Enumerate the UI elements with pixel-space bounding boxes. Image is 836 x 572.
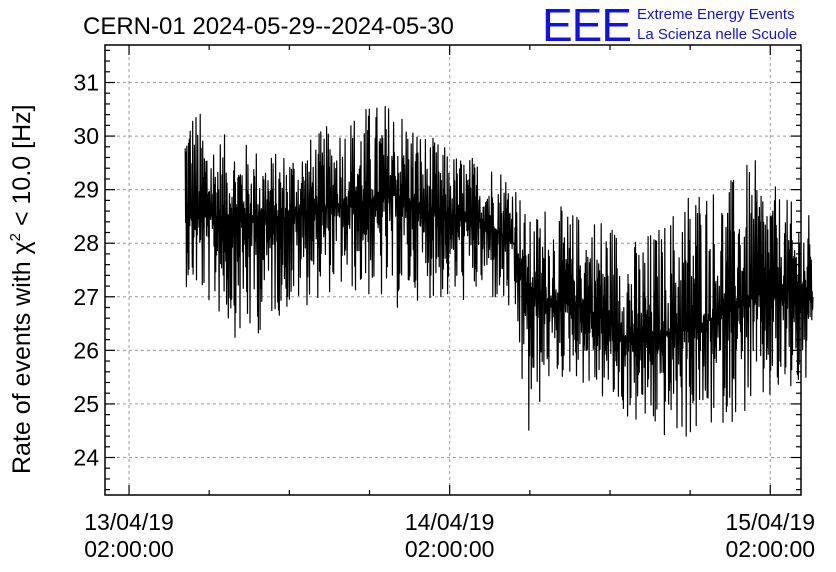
y-tick-label: 31 xyxy=(73,70,99,96)
y-tick-label: 30 xyxy=(73,123,99,149)
y-axis-label-suffix: < 10.0 [Hz] xyxy=(8,104,36,233)
y-axis-label: Rate of events with χ2 < 10.0 [Hz] xyxy=(7,104,36,474)
plot-frame xyxy=(104,44,802,496)
rate-series-line xyxy=(184,105,814,437)
x-tick-label-date: 14/04/19 xyxy=(405,509,495,535)
y-tick-label: 25 xyxy=(73,391,99,417)
y-axis-label-prefix: Rate of events with xyxy=(8,254,36,474)
x-tick-label-date: 13/04/19 xyxy=(84,509,174,535)
y-tick-label: 28 xyxy=(73,230,99,256)
y-axis-label-chi: χ xyxy=(8,241,36,254)
y-tick-label: 29 xyxy=(73,177,99,203)
eee-logo-text: EEE xyxy=(542,0,631,51)
x-tick-label-time: 02:00:00 xyxy=(84,536,174,562)
axis-ticks xyxy=(105,45,801,495)
y-tick-label: 27 xyxy=(73,284,99,310)
x-tick-label-time: 02:00:00 xyxy=(405,536,495,562)
y-tick-label: 24 xyxy=(73,445,99,471)
series-layer xyxy=(184,105,814,437)
y-tick-label: 26 xyxy=(73,337,99,363)
brand-line-1: Extreme Energy Events xyxy=(637,6,795,23)
x-tick-label-date: 15/04/19 xyxy=(726,509,816,535)
eee-logo: EEE Extreme Energy Events La Scienza nel… xyxy=(542,0,797,51)
brand-line-2: La Scienza nelle Scuole xyxy=(637,26,797,43)
y-axis-label-superscript: 2 xyxy=(7,233,24,241)
chart-title: CERN-01 2024-05-29--2024-05-30 xyxy=(83,13,454,40)
x-tick-label-time: 02:00:00 xyxy=(726,536,816,562)
tick-labels: 242526272829303113/04/1902:00:0014/04/19… xyxy=(73,70,815,563)
